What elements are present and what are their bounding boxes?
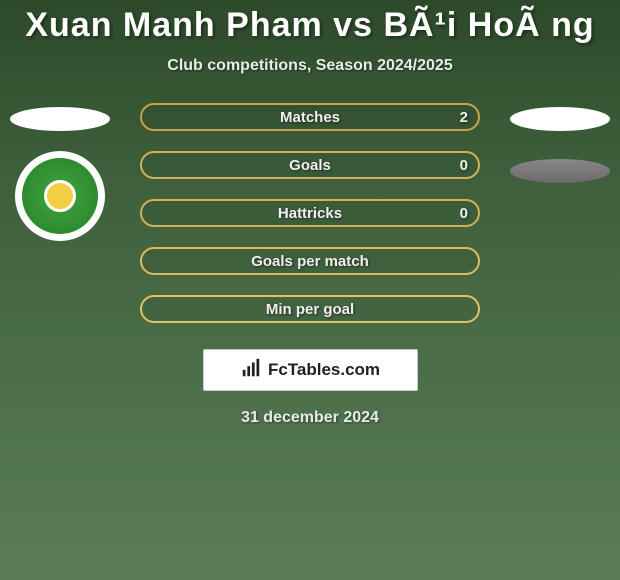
player-left-side: [0, 103, 120, 241]
stat-label: Goals: [289, 157, 331, 174]
stat-right-value: 0: [460, 205, 468, 222]
stat-row-goals-per-match: Goals per match: [140, 247, 480, 275]
chart-icon: [240, 357, 262, 384]
footer-badge: FcTables.com: [203, 349, 418, 391]
footer-label: FcTables.com: [268, 360, 380, 380]
player1-avatar: [10, 107, 110, 131]
stat-label: Min per goal: [266, 301, 354, 318]
player2-avatar: [510, 107, 610, 131]
page-title: Xuan Manh Pham vs BÃ¹i HoÃ ng: [0, 0, 620, 45]
stat-label: Hattricks: [278, 205, 342, 222]
stat-label: Goals per match: [251, 253, 369, 270]
stat-row-min-per-goal: Min per goal: [140, 295, 480, 323]
stat-row-hattricks: Hattricks 0: [140, 199, 480, 227]
player2-club-placeholder: [510, 159, 610, 183]
stat-right-value: 0: [460, 157, 468, 174]
footer-date: 31 december 2024: [0, 409, 620, 427]
comparison-content: Matches 2 Goals 0 Hattricks 0 Goals per …: [0, 103, 620, 427]
player-right-side: [500, 103, 620, 183]
subtitle: Club competitions, Season 2024/2025: [0, 57, 620, 75]
stat-label: Matches: [280, 109, 340, 126]
stats-rows: Matches 2 Goals 0 Hattricks 0 Goals per …: [140, 103, 480, 323]
stat-row-goals: Goals 0: [140, 151, 480, 179]
stat-row-matches: Matches 2: [140, 103, 480, 131]
club-logo-core: [44, 180, 76, 212]
player1-club-logo: [15, 151, 105, 241]
club-logo-inner: [22, 158, 98, 234]
stat-right-value: 2: [460, 109, 468, 126]
